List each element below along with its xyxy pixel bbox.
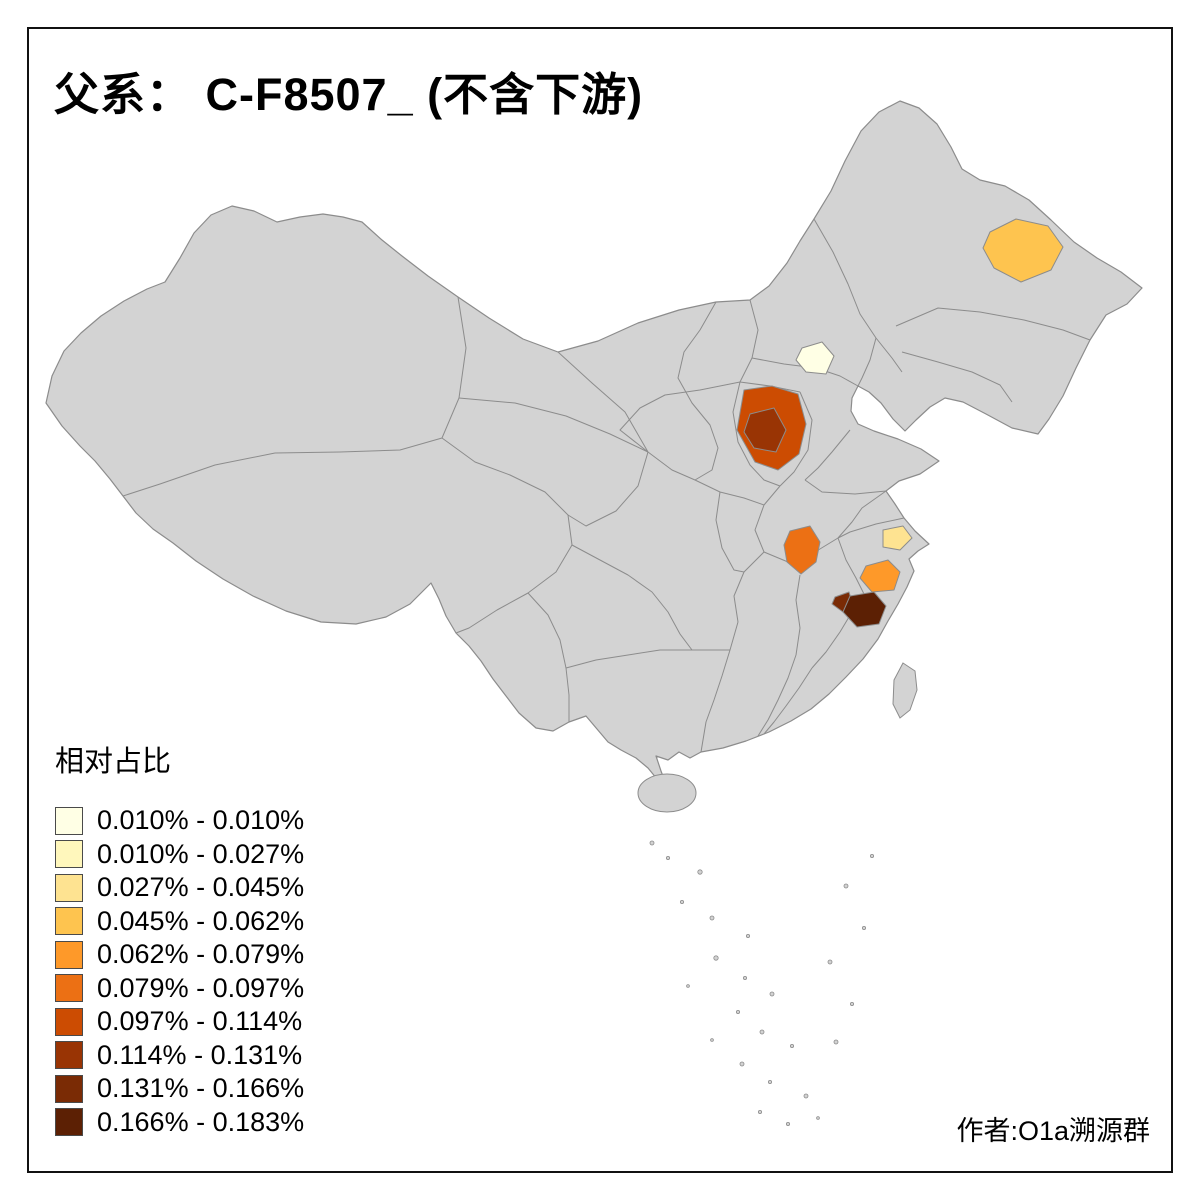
legend-item: 0.114% - 0.131% xyxy=(55,1039,304,1073)
legend-item: 0.097% - 0.114% xyxy=(55,1005,304,1039)
legend-range-label: 0.062% - 0.079% xyxy=(97,939,305,970)
legend-item: 0.079% - 0.097% xyxy=(55,972,304,1006)
region-beijing-patch xyxy=(795,341,835,375)
legend-range-label: 0.079% - 0.097% xyxy=(97,972,305,1003)
legend-item: 0.010% - 0.010% xyxy=(55,804,304,838)
legend-swatch xyxy=(55,1041,83,1070)
legend-range-label: 0.027% - 0.045% xyxy=(97,872,305,903)
legend-swatch xyxy=(55,806,83,835)
legend-range-label: 0.010% - 0.010% xyxy=(97,805,305,836)
page-title: 父系： C-F8507_ (不含下游) xyxy=(54,69,644,120)
attribution: 作者:O1a溯源群 xyxy=(956,1116,1150,1146)
legend-item: 0.045% - 0.062% xyxy=(55,905,304,939)
legend-item: 0.131% - 0.166% xyxy=(55,1072,304,1106)
region-heilongjiang-patch xyxy=(982,218,1064,283)
legend-swatch xyxy=(55,974,83,1003)
legend-swatch xyxy=(55,907,83,936)
legend-item: 0.027% - 0.045% xyxy=(55,871,304,905)
legend-swatch xyxy=(55,1074,83,1103)
legend-range-label: 0.010% - 0.027% xyxy=(97,838,305,869)
legend-range-label: 0.131% - 0.166% xyxy=(97,1073,305,1104)
legend-items: 0.010% - 0.010% 0.010% - 0.027% 0.027% - 0… xyxy=(55,804,304,1139)
region-shanghai-patch xyxy=(882,525,913,551)
legend-swatch xyxy=(55,840,83,869)
legend-swatch xyxy=(55,1108,83,1137)
china-mainland xyxy=(45,100,1143,788)
legend-item: 0.062% - 0.079% xyxy=(55,938,304,972)
region-zhejiang-dark-patch xyxy=(842,591,887,628)
legend-swatch xyxy=(55,1007,83,1036)
region-hubei-patch xyxy=(783,525,821,575)
legend-range-label: 0.114% - 0.131% xyxy=(97,1039,303,1070)
legend: 相对占比 0.010% - 0.010% 0.010% - 0.027% 0.027… xyxy=(55,738,304,1139)
region-zhejiang-north-patch xyxy=(859,559,901,593)
highlighted-regions xyxy=(736,218,1064,628)
legend-range-label: 0.097% - 0.114% xyxy=(97,1006,303,1037)
province-borders xyxy=(122,218,1091,753)
legend-range-label: 0.166% - 0.183% xyxy=(97,1106,305,1137)
taiwan-island xyxy=(892,662,918,719)
legend-item: 0.166% - 0.183% xyxy=(55,1106,304,1140)
legend-swatch xyxy=(55,873,83,902)
legend-range-label: 0.045% - 0.062% xyxy=(97,905,305,936)
south-china-sea-islands xyxy=(649,840,875,1127)
legend-swatch xyxy=(55,940,83,969)
legend-title: 相对占比 xyxy=(55,746,172,778)
region-shanxi-core-patch xyxy=(743,407,787,453)
legend-item: 0.010% - 0.027% xyxy=(55,838,304,872)
hainan-island xyxy=(637,773,697,813)
